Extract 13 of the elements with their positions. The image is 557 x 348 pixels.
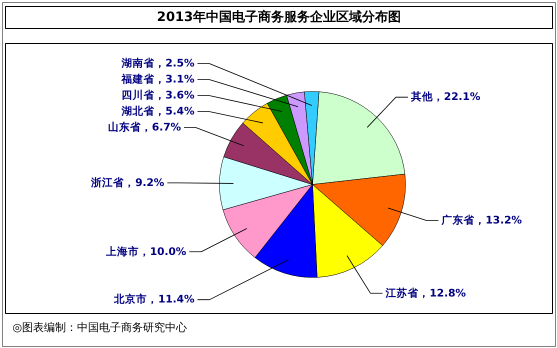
slice-label: 湖北省，5.4% [120,104,195,118]
slice-label: 其他，22.1% [410,90,481,104]
slice-label: 广东省，13.2% [440,213,522,226]
text: ◎图表编制：中国电子商务研究中心 [12,321,188,334]
slice-label: 四川省，3.6% [121,88,195,102]
slice-label: 山东省，6.7% [108,120,182,134]
slice-label: 浙江省，9.2% [90,176,165,189]
chart-title: 2013年中国电子商务服务企业区域分布图 [156,9,402,25]
slice-label: 江苏省，12.8% [384,286,466,300]
slice-label: 湖南省，2.5% [120,56,195,70]
slice-label: 福建省，3.1% [120,72,195,86]
slice-label: 北京市，11.4% [113,292,195,306]
slice-label: 上海市，10.0% [104,244,187,258]
